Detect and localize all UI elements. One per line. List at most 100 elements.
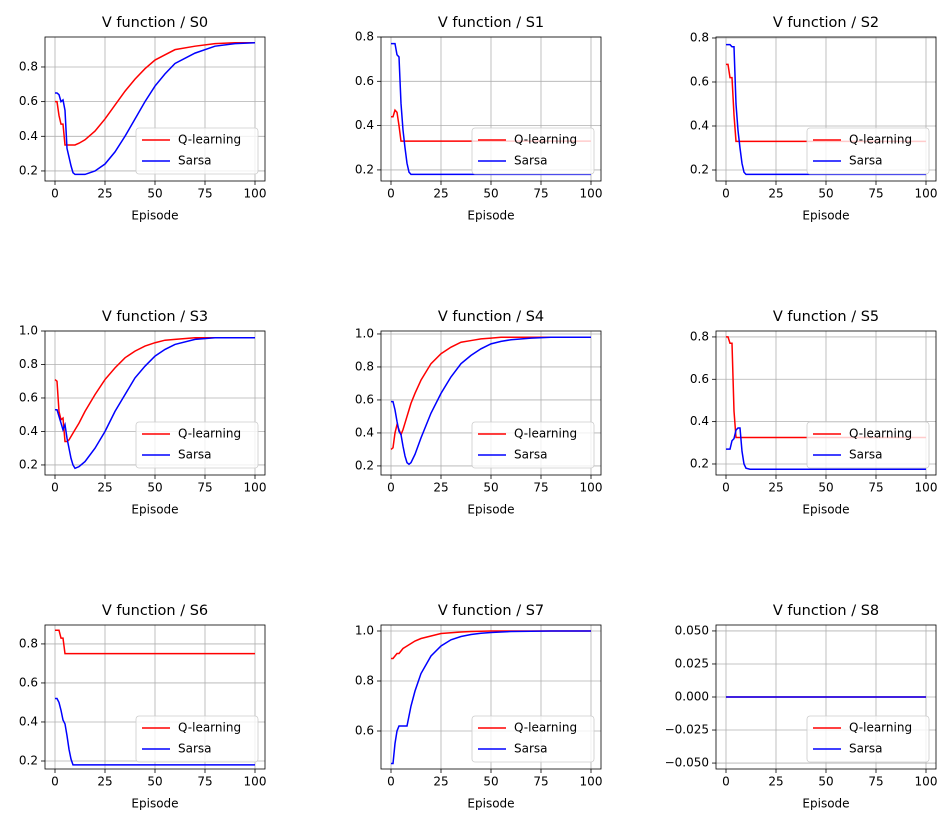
subplot: V function / S6 0 25 50 75 100 0.2 0.4 0.6 0.8 Epi… — [19, 603, 267, 811]
series-line — [55, 629, 255, 655]
y-tick-label: 0.4 — [690, 414, 709, 428]
series-line — [55, 41, 255, 146]
y-tick-label: 0.4 — [355, 118, 374, 132]
x-axis-label: Episode — [467, 503, 514, 517]
x-tick-label: 75 — [533, 775, 548, 789]
subplot-title: V function / S5 — [773, 309, 879, 325]
x-tick-label: 50 — [818, 775, 833, 789]
y-tick-label: 0.2 — [19, 163, 38, 177]
legend-label: Sarsa — [849, 742, 883, 756]
y-tick-label: 0.6 — [19, 675, 38, 689]
x-tick-label: 50 — [147, 481, 162, 495]
axes-frame — [715, 330, 937, 476]
subplot-title: V function / S2 — [773, 15, 879, 31]
x-tick-label: 50 — [483, 481, 498, 495]
y-tick-label: 0.8 — [355, 674, 374, 688]
x-axis-label: Episode — [131, 797, 178, 811]
x-tick-label: 75 — [197, 775, 212, 789]
series-line — [726, 427, 926, 471]
x-tick-label: 25 — [768, 481, 783, 495]
x-tick-label: 50 — [147, 775, 162, 789]
x-tick-label: 100 — [915, 775, 938, 789]
legend-label: Q-learning — [178, 427, 241, 441]
y-tick-label: 1.0 — [19, 324, 38, 338]
subplot-title: V function / S3 — [102, 309, 208, 325]
x-tick-label: 0 — [722, 187, 730, 201]
y-tick-label: 1.0 — [355, 326, 374, 340]
axes-frame — [715, 624, 937, 770]
legend-label: Sarsa — [178, 448, 212, 462]
x-tick-label: 100 — [915, 481, 938, 495]
x-tick-label: 50 — [818, 187, 833, 201]
subplot: V function / S5 0 25 50 75 100 0.2 0.4 0.6 0.8 Epi… — [690, 309, 938, 517]
y-tick-label: 0.8 — [355, 359, 374, 373]
subplot: V function / S2 0 25 50 75 100 0.2 0.4 0.6 0.8 Epi… — [690, 15, 938, 223]
y-tick-label: 0.8 — [355, 30, 374, 44]
y-tick-label: 1.0 — [355, 624, 374, 638]
legend-label: Sarsa — [849, 448, 883, 462]
y-tick-label: 0.4 — [19, 714, 38, 728]
legend-label: Q-learning — [849, 721, 912, 735]
legend-label: Q-learning — [849, 133, 912, 147]
series-line — [55, 697, 255, 766]
y-tick-label: 0.6 — [19, 94, 38, 108]
x-tick-label: 100 — [244, 775, 267, 789]
x-axis-label: Episode — [802, 209, 849, 223]
x-axis-label: Episode — [802, 797, 849, 811]
y-tick-label: 0.8 — [690, 30, 709, 44]
x-tick-label: 50 — [483, 187, 498, 201]
x-tick-label: 0 — [387, 481, 395, 495]
y-tick-label: 0.6 — [690, 372, 709, 386]
subplot-title: V function / S0 — [102, 15, 208, 31]
x-tick-label: 25 — [768, 187, 783, 201]
y-tick-label: 0.8 — [19, 59, 38, 73]
y-tick-label: 0.4 — [355, 425, 374, 439]
x-tick-label: 100 — [580, 187, 603, 201]
x-tick-label: 50 — [818, 481, 833, 495]
subplot-title: V function / S4 — [438, 309, 544, 325]
x-tick-label: 50 — [147, 187, 162, 201]
y-tick-label: 0.6 — [19, 390, 38, 404]
x-tick-label: 25 — [433, 775, 448, 789]
legend-label: Sarsa — [514, 154, 548, 168]
axes-frame — [715, 36, 937, 182]
series-line — [391, 336, 591, 466]
subplot: V function / S3 0 25 50 75 100 0.2 0.4 0.6 0.8 1.0… — [19, 309, 267, 517]
x-tick-label: 0 — [51, 481, 59, 495]
y-tick-label: 0.2 — [19, 457, 38, 471]
subplot: V function / S8 0 25 50 75 100 −0.050 −0.025 0.0… — [665, 603, 938, 811]
x-axis-label: Episode — [467, 209, 514, 223]
x-tick-label: 25 — [768, 775, 783, 789]
axes-frame — [380, 624, 602, 770]
legend-label: Q-learning — [514, 427, 577, 441]
x-tick-label: 75 — [868, 775, 883, 789]
x-tick-label: 100 — [915, 187, 938, 201]
legend-label: Sarsa — [514, 742, 548, 756]
subplot-title: V function / S8 — [773, 603, 879, 619]
x-axis-label: Episode — [802, 503, 849, 517]
y-tick-label: 0.4 — [19, 129, 38, 143]
x-tick-label: 75 — [197, 481, 212, 495]
series-line — [55, 336, 255, 470]
legend-label: Sarsa — [178, 742, 212, 756]
x-tick-label: 0 — [51, 187, 59, 201]
x-tick-label: 75 — [533, 481, 548, 495]
subplot-title: V function / S7 — [438, 603, 544, 619]
y-tick-label: 0.4 — [19, 424, 38, 438]
legend-label: Q-learning — [178, 133, 241, 147]
x-tick-label: 75 — [197, 187, 212, 201]
y-tick-label: 0.000 — [675, 690, 709, 704]
series-line — [391, 630, 591, 765]
x-tick-label: 0 — [387, 775, 395, 789]
y-tick-label: 0.2 — [690, 162, 709, 176]
y-tick-label: 0.6 — [355, 724, 374, 738]
x-tick-label: 75 — [868, 187, 883, 201]
x-tick-label: 0 — [722, 775, 730, 789]
x-tick-label: 0 — [51, 775, 59, 789]
x-axis-label: Episode — [131, 503, 178, 517]
series-line — [54, 336, 255, 443]
y-tick-label: 0.2 — [19, 754, 38, 768]
legend-label: Q-learning — [514, 133, 577, 147]
y-tick-label: 0.025 — [675, 656, 709, 670]
